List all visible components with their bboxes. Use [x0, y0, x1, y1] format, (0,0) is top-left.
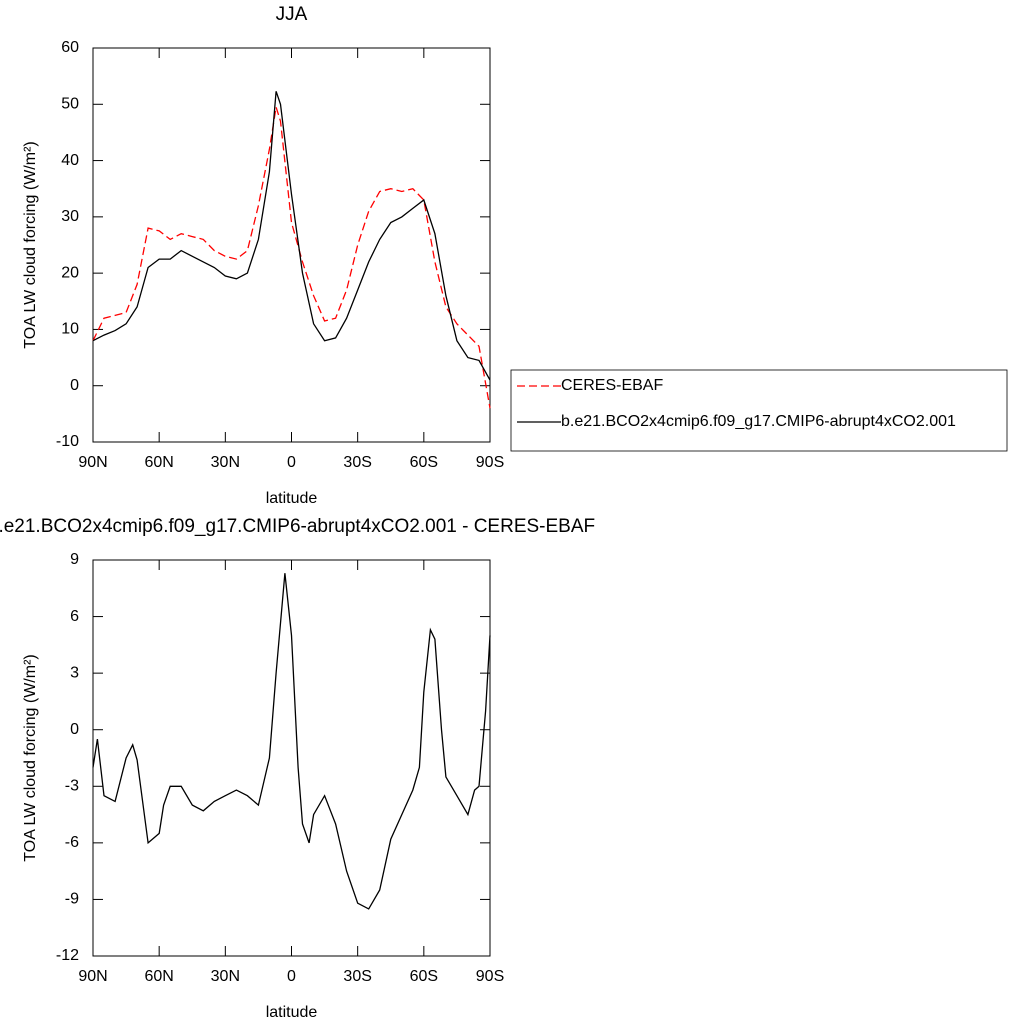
- y-tick-label: 40: [61, 152, 79, 169]
- y-tick-label: -12: [56, 947, 79, 964]
- y-tick-label: 50: [61, 96, 79, 113]
- chart-title: b.e21.BCO2x4cmip6.f09_g17.CMIP6-abrupt4x…: [0, 516, 595, 537]
- x-tick-label: 60N: [144, 454, 173, 471]
- y-tick-label: 0: [70, 721, 79, 738]
- y-tick-label: 20: [61, 264, 79, 281]
- legend-label: CERES-EBAF: [561, 377, 663, 394]
- y-tick-label: 10: [61, 321, 79, 338]
- y-tick-label: -10: [56, 433, 79, 450]
- data-line: [92, 91, 491, 381]
- y-tick-label: 6: [70, 608, 79, 625]
- legend-box: [510, 369, 1008, 452]
- x-tick-label: 60S: [410, 454, 438, 471]
- data-line: [92, 106, 491, 409]
- x-tick-label: 30N: [211, 454, 240, 471]
- y-tick-label: 9: [70, 551, 79, 568]
- plot-frame: [92, 559, 491, 957]
- x-tick-label: 90S: [476, 968, 504, 985]
- x-tick-label: 90N: [78, 968, 107, 985]
- data-line: [92, 573, 491, 910]
- x-tick-label: 90N: [78, 454, 107, 471]
- x-tick-label: 30N: [211, 968, 240, 985]
- y-axis-label: TOA LW cloud forcing (W/m²): [22, 141, 39, 348]
- x-axis-label: latitude: [266, 490, 318, 507]
- y-tick-label: 3: [70, 664, 79, 681]
- plot-frame: [92, 47, 491, 443]
- chart-title: JJA: [276, 4, 308, 25]
- y-tick-label: -3: [65, 778, 79, 795]
- x-tick-label: 90S: [476, 454, 504, 471]
- legend-label: b.e21.BCO2x4cmip6.f09_g17.CMIP6-abrupt4x…: [561, 413, 956, 430]
- x-tick-label: 60S: [410, 968, 438, 985]
- x-tick-label: 60N: [144, 968, 173, 985]
- y-tick-label: 0: [70, 377, 79, 394]
- y-tick-label: 60: [61, 39, 79, 56]
- y-axis-label: TOA LW cloud forcing (W/m²): [22, 654, 39, 861]
- y-tick-label: -9: [65, 891, 79, 908]
- y-tick-label: -6: [65, 834, 79, 851]
- x-tick-label: 0: [287, 968, 296, 985]
- x-tick-label: 30S: [343, 454, 371, 471]
- x-tick-label: 30S: [343, 968, 371, 985]
- x-tick-label: 0: [287, 454, 296, 471]
- y-tick-label: 30: [61, 208, 79, 225]
- x-axis-label: latitude: [266, 1004, 318, 1021]
